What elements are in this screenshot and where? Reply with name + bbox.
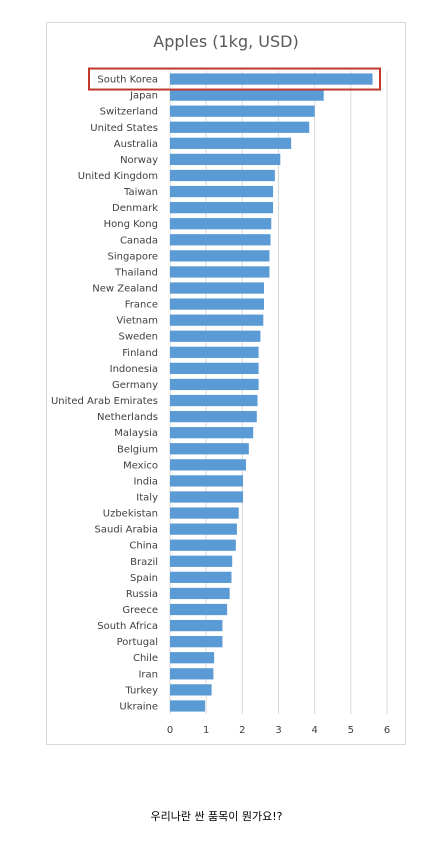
bar xyxy=(170,394,258,407)
bar xyxy=(170,73,373,85)
bar xyxy=(170,169,275,182)
bar xyxy=(170,523,237,535)
category-label: United States xyxy=(90,123,158,134)
category-label: Russia xyxy=(126,589,158,600)
category-label: Norway xyxy=(120,155,158,166)
bar xyxy=(170,491,244,503)
bar xyxy=(170,652,215,664)
category-label: Sweden xyxy=(118,332,158,343)
bar xyxy=(170,668,214,680)
category-label: South Korea xyxy=(97,75,158,86)
bar xyxy=(170,378,259,391)
bar xyxy=(170,587,230,600)
bar xyxy=(170,298,265,310)
category-label: India xyxy=(133,476,158,487)
bar xyxy=(170,314,264,326)
caption-text: 우리나란 싼 품목이 뭔가요!? xyxy=(150,810,283,823)
bar xyxy=(170,185,274,198)
category-label: Germany xyxy=(112,380,158,391)
category-label: United Kingdom xyxy=(78,171,158,182)
bar xyxy=(170,443,249,455)
bar xyxy=(170,266,270,278)
bar xyxy=(170,427,254,439)
bar xyxy=(170,346,259,358)
category-label: Switzerland xyxy=(100,107,158,118)
category-label: South Africa xyxy=(97,621,158,632)
bars xyxy=(170,73,373,712)
category-label: Taiwan xyxy=(123,187,158,198)
bar xyxy=(170,137,292,149)
x-axis-tick-labels: 0 1 2 3 4 5 6 xyxy=(167,725,390,736)
bar xyxy=(170,105,315,117)
category-label: Denmark xyxy=(112,203,158,214)
category-label: Hong Kong xyxy=(104,219,158,230)
category-label: Japan xyxy=(129,91,158,102)
bar xyxy=(170,619,223,632)
bar xyxy=(170,250,270,262)
bar xyxy=(170,218,272,230)
category-label: Malaysia xyxy=(114,428,158,439)
bar xyxy=(170,89,324,101)
category-label: Netherlands xyxy=(97,412,158,423)
category-label: Finland xyxy=(122,348,158,359)
bar xyxy=(170,202,274,214)
category-label: Belgium xyxy=(117,444,158,455)
bar xyxy=(170,475,244,487)
bar xyxy=(170,684,212,696)
category-label: Vietnam xyxy=(116,316,158,327)
category-label: Spain xyxy=(130,573,158,584)
x-tick-label: 1 xyxy=(203,725,209,736)
bar xyxy=(170,459,246,471)
category-label: Canada xyxy=(120,235,158,246)
category-label: Indonesia xyxy=(110,364,158,375)
category-label: Greece xyxy=(122,605,158,616)
bar xyxy=(170,410,257,423)
category-label: Singapore xyxy=(108,251,158,262)
category-labels: South Korea Japan Switzerland United States… xyxy=(51,75,158,713)
bar xyxy=(170,507,239,519)
bar xyxy=(170,636,223,648)
x-tick-label: 2 xyxy=(239,725,245,736)
category-label: France xyxy=(125,300,158,311)
x-tick-label: 5 xyxy=(348,725,354,736)
chart-title: Apples (1kg, USD) xyxy=(153,32,298,51)
x-tick-label: 6 xyxy=(384,725,390,736)
bar xyxy=(170,282,265,294)
category-label: Turkey xyxy=(124,685,158,696)
category-label: Italy xyxy=(136,492,158,503)
x-tick-label: 0 xyxy=(167,725,173,736)
bar xyxy=(170,571,232,583)
category-label: Thailand xyxy=(114,267,158,278)
category-label: Chile xyxy=(133,653,158,664)
bar xyxy=(170,555,233,567)
category-label: Uzbekistan xyxy=(103,509,158,520)
category-label: United Arab Emirates xyxy=(51,396,158,407)
bar xyxy=(170,362,259,375)
bar xyxy=(170,330,261,342)
category-label: Ukraine xyxy=(119,701,158,712)
category-label: Saudi Arabia xyxy=(95,525,158,536)
category-label: China xyxy=(129,541,158,552)
bar xyxy=(170,539,236,551)
category-label: Portugal xyxy=(117,637,158,648)
x-tick-label: 4 xyxy=(311,725,317,736)
category-label: Iran xyxy=(138,669,158,680)
bar xyxy=(170,603,228,616)
x-tick-label: 3 xyxy=(275,725,281,736)
category-label: New Zealand xyxy=(92,284,158,295)
category-label: Brazil xyxy=(130,557,158,568)
bar xyxy=(170,121,310,133)
category-label: Australia xyxy=(114,139,158,150)
gridlines xyxy=(169,71,388,714)
bar xyxy=(170,153,281,166)
highlight-box-layer xyxy=(88,67,381,91)
bar xyxy=(170,700,206,712)
highlight-box xyxy=(88,67,381,91)
bar xyxy=(170,234,271,246)
category-label: Mexico xyxy=(123,460,158,471)
